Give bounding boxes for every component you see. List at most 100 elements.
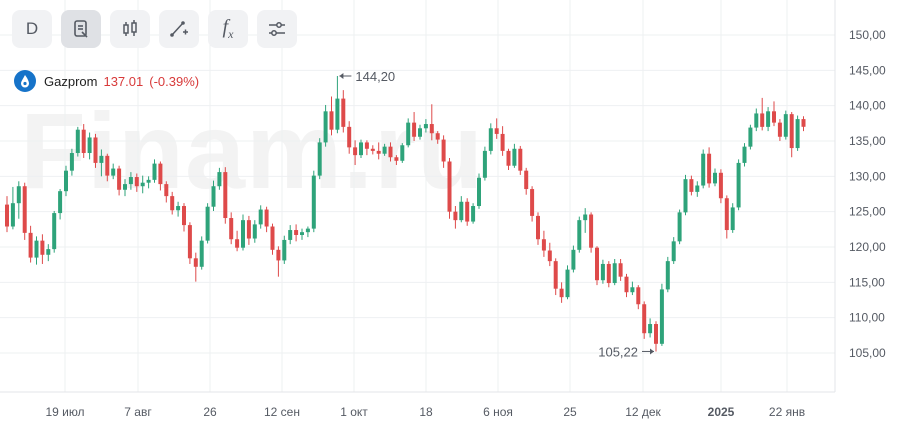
candle-body: [111, 168, 116, 176]
candle-body: [317, 142, 322, 176]
y-tick-label: 105,00: [849, 346, 886, 360]
interval-button[interactable]: D: [12, 10, 52, 48]
candle-body: [305, 228, 310, 233]
candle-body: [677, 212, 682, 242]
gazprom-logo-icon: [14, 70, 36, 92]
candle-body: [760, 113, 765, 127]
candle-body: [648, 324, 653, 334]
candle-body: [140, 182, 145, 187]
candle-body: [642, 304, 647, 334]
candle-body: [46, 249, 51, 255]
candle-body: [423, 124, 428, 129]
chart-type-button[interactable]: [110, 10, 150, 48]
candle-body: [64, 170, 68, 192]
candle-body: [459, 201, 464, 221]
candle-body: [282, 239, 287, 261]
candle-body: [52, 213, 57, 250]
candle-body: [376, 150, 381, 154]
instrument-price: 137.01: [103, 73, 144, 89]
settings-button[interactable]: [257, 10, 297, 48]
settings-icon: [269, 22, 285, 36]
line-tool-button[interactable]: [159, 10, 199, 48]
candle-body: [75, 129, 80, 154]
candle-body: [69, 153, 74, 171]
candle-body: [453, 211, 458, 221]
candle-body: [671, 241, 676, 262]
candle-body: [193, 258, 198, 267]
x-tick-label: 1 окт: [340, 405, 368, 419]
candle-body: [724, 198, 729, 231]
candle-body: [40, 240, 45, 255]
candle-body: [123, 184, 127, 190]
candle-body: [772, 111, 776, 123]
candle-body: [294, 230, 299, 235]
candle-body: [400, 145, 405, 161]
candle-body: [565, 269, 570, 298]
candle-body: [441, 139, 446, 162]
candle-body: [553, 261, 558, 289]
candle-body: [87, 137, 92, 154]
candle-body: [335, 98, 340, 130]
candle-body: [176, 206, 181, 211]
y-tick-label: 145,00: [849, 63, 886, 77]
drawing-list-button[interactable]: [61, 10, 101, 48]
x-tick-label: 19 июл: [45, 405, 84, 419]
candle-body: [783, 114, 788, 137]
candle-body: [595, 247, 599, 281]
candle-body: [748, 127, 753, 147]
candle-body: [589, 214, 594, 248]
candle-body: [536, 215, 540, 240]
indicators-button[interactable]: fx: [208, 10, 248, 48]
candle-body: [412, 122, 417, 137]
y-tick-label: 135,00: [849, 134, 886, 148]
candle-body: [5, 204, 9, 227]
candle-body: [477, 177, 481, 207]
candle-body: [583, 214, 588, 221]
high-arrow-head: [339, 72, 344, 79]
candle-body: [353, 147, 358, 156]
candle-body: [199, 240, 204, 267]
indicators-icon: fx: [222, 16, 234, 41]
x-tick-label: 26: [203, 405, 217, 419]
candle-body: [359, 142, 363, 156]
candle-body: [323, 111, 328, 143]
candle-body: [205, 206, 210, 241]
candle-body: [276, 249, 281, 261]
candle-body: [394, 157, 399, 161]
candle-body: [28, 232, 33, 258]
candle-body: [22, 186, 27, 233]
candle-body: [341, 98, 346, 127]
candle-body: [600, 263, 605, 281]
candle-body: [766, 111, 771, 127]
interval-label: D: [25, 19, 39, 38]
y-tick-label: 110,00: [849, 311, 885, 325]
candle-body: [241, 220, 245, 248]
candle-body: [559, 288, 564, 298]
y-tick-label: 130,00: [849, 169, 886, 183]
instrument-change: (-0.39%): [149, 73, 200, 89]
candle-body: [329, 111, 334, 130]
candle-body: [235, 239, 240, 248]
candle-body: [34, 240, 39, 258]
candle-body: [547, 250, 552, 262]
x-tick-label: 7 авг: [124, 405, 152, 419]
candle-body: [288, 230, 293, 240]
candle-body: [524, 170, 529, 190]
drawing-list-icon: [74, 20, 88, 38]
candle-body: [134, 177, 139, 187]
candle-body: [636, 287, 641, 305]
low-arrow-head: [650, 348, 654, 355]
x-tick-label: 22 янв: [769, 405, 805, 419]
candle-body: [447, 161, 452, 212]
candle-body: [264, 209, 269, 227]
x-tick-label: 12 сен: [264, 405, 300, 419]
x-tick-label: 25: [563, 405, 577, 419]
high-annotation: 144,20: [355, 69, 395, 84]
y-tick-label: 125,00: [849, 205, 886, 219]
candle-body: [164, 184, 169, 197]
candle-body: [488, 128, 493, 151]
axis-labels: 150,00 145,00 140,00 135,00 130,00 125,00 120,…: [45, 28, 886, 419]
candle-body: [571, 249, 576, 270]
candle-body: [606, 263, 611, 284]
